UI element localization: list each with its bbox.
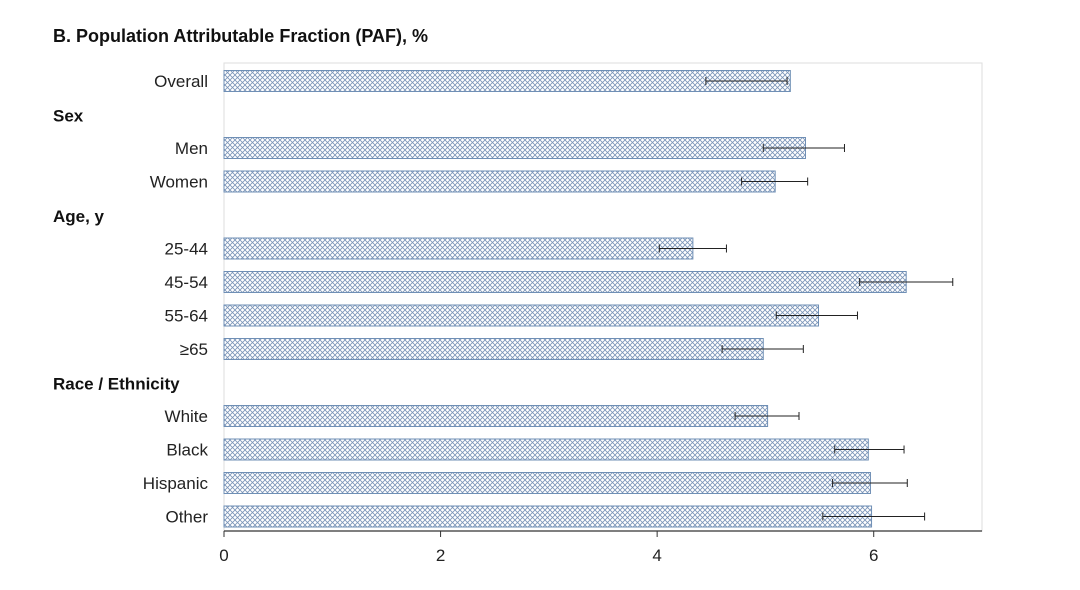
category-label: 55-64 bbox=[165, 307, 208, 326]
category-label: ≥65 bbox=[180, 340, 208, 359]
bar bbox=[223, 505, 873, 528]
bar bbox=[223, 472, 871, 494]
bar bbox=[223, 170, 776, 193]
category-label: Other bbox=[165, 508, 208, 527]
category-label: Men bbox=[175, 139, 208, 158]
bar bbox=[223, 304, 819, 327]
plot-frame bbox=[223, 62, 983, 532]
x-tick-label: 0 bbox=[219, 546, 228, 565]
bar bbox=[223, 338, 764, 360]
group-label: Age, y bbox=[53, 207, 105, 226]
bar bbox=[223, 137, 806, 159]
category-label: Hispanic bbox=[143, 474, 209, 493]
category-label: Black bbox=[166, 441, 208, 460]
category-label: 45-54 bbox=[165, 273, 208, 292]
category-label: White bbox=[165, 407, 208, 426]
group-label: Race / Ethnicity bbox=[53, 375, 180, 394]
x-tick-label: 2 bbox=[436, 546, 445, 565]
bar bbox=[223, 237, 694, 260]
bar bbox=[223, 271, 907, 293]
category-label: Overall bbox=[154, 72, 208, 91]
chart-title: B. Population Attributable Fraction (PAF… bbox=[53, 26, 428, 46]
bar bbox=[223, 70, 791, 92]
bar bbox=[223, 405, 769, 427]
x-tick-label: 6 bbox=[869, 546, 878, 565]
category-label: 25-44 bbox=[165, 240, 208, 259]
group-label: Sex bbox=[53, 107, 84, 126]
category-label: Women bbox=[150, 173, 208, 192]
x-tick-label: 4 bbox=[652, 546, 661, 565]
bar bbox=[223, 438, 869, 461]
